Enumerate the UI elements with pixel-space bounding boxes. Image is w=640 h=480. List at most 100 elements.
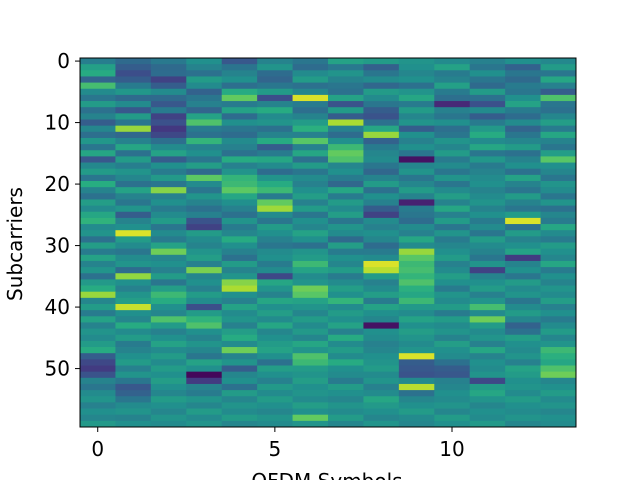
heatmap-cell [115, 285, 152, 293]
heatmap-cell [540, 64, 577, 71]
heatmap-cell [328, 64, 364, 71]
heatmap-cell [505, 76, 541, 83]
heatmap-cell [221, 58, 258, 65]
heatmap-cell [505, 217, 541, 225]
heatmap-cell [505, 82, 541, 90]
heatmap-cell [115, 236, 152, 243]
heatmap-cell [292, 322, 329, 329]
heatmap-cell [328, 217, 364, 225]
heatmap-cell [80, 347, 116, 354]
heatmap-cell [328, 285, 364, 293]
heatmap-cell [505, 156, 541, 163]
heatmap-cell [469, 64, 506, 71]
heatmap-cell [505, 125, 541, 133]
heatmap-cell [505, 402, 541, 409]
heatmap-cell [80, 211, 116, 219]
heatmap-cell [398, 94, 435, 102]
heatmap-cell [363, 113, 400, 120]
heatmap-cell [540, 88, 577, 96]
heatmap-cell [186, 340, 223, 348]
heatmap-cell [221, 144, 258, 151]
heatmap-cell [150, 267, 187, 274]
heatmap-cell [469, 396, 506, 403]
heatmap-cell [257, 199, 293, 206]
heatmap-cell [540, 304, 577, 311]
heatmap-cell [434, 64, 471, 71]
heatmap-cell [434, 414, 471, 422]
heatmap-cell [505, 230, 541, 237]
heatmap-cell [150, 205, 187, 213]
heatmap-cell [292, 64, 329, 71]
heatmap-cell [363, 267, 400, 274]
heatmap-cell [434, 285, 471, 293]
heatmap-cell [434, 353, 471, 360]
heatmap-cell [398, 187, 435, 194]
heatmap-cell [186, 414, 223, 422]
heatmap-cell [469, 217, 506, 225]
heatmap-cell [221, 396, 258, 403]
heatmap-cell [328, 365, 364, 373]
heatmap-cell [257, 285, 293, 293]
heatmap-cell [328, 168, 364, 176]
heatmap-cell [221, 377, 258, 385]
heatmap-cell [434, 371, 471, 379]
y-axis-title: Subcarriers [3, 187, 27, 301]
heatmap-cell [469, 94, 506, 102]
heatmap-cell [257, 187, 293, 194]
heatmap-cell [328, 414, 364, 422]
heatmap-cell [434, 297, 471, 305]
heatmap-cell [80, 359, 116, 366]
heatmap-cell [434, 230, 471, 237]
heatmap-cell [469, 304, 506, 311]
heatmap-cell [80, 334, 116, 342]
heatmap-cell [434, 76, 471, 83]
heatmap-cell [150, 94, 187, 102]
heatmap-cell [80, 88, 116, 96]
heatmap-cell [186, 242, 223, 250]
heatmap-cell [150, 273, 187, 280]
heatmap-cell [328, 181, 364, 188]
heatmap-cell [257, 144, 293, 151]
heatmap-cell [257, 260, 293, 268]
heatmap-cell [257, 371, 293, 379]
heatmap-cell [292, 205, 329, 213]
heatmap-cell [540, 297, 577, 305]
heatmap-cell [469, 291, 506, 299]
x-axis-ticks: 0 5 10 [91, 427, 465, 461]
heatmap-cell [115, 390, 152, 397]
heatmap-cell [80, 94, 116, 102]
heatmap-cell [186, 144, 223, 151]
heatmap-cell [115, 211, 152, 219]
heatmap-cell [505, 297, 541, 305]
heatmap-cell [115, 408, 152, 416]
heatmap-cell [186, 316, 223, 323]
heatmap-cell [257, 107, 293, 114]
heatmap-cell [150, 260, 187, 268]
heatmap-cell [115, 260, 152, 268]
heatmap-cell [150, 383, 187, 391]
heatmap-cell [540, 76, 577, 83]
heatmap-cell [257, 119, 293, 127]
y-tick-label: 30 [45, 234, 70, 258]
heatmap-cell [540, 113, 577, 120]
heatmap-cell [150, 359, 187, 366]
x-tick-label: 10 [439, 437, 464, 461]
heatmap-cell [363, 260, 400, 268]
heatmap-cell [221, 119, 258, 127]
heatmap-cell [150, 297, 187, 305]
heatmap-cell [257, 113, 293, 120]
heatmap-cell [221, 199, 258, 206]
heatmap-cell [363, 371, 400, 379]
heatmap-cell [80, 248, 116, 256]
heatmap-cell [186, 402, 223, 409]
heatmap-cell [398, 125, 435, 133]
heatmap-cell [115, 70, 152, 77]
heatmap-cell [469, 340, 506, 348]
heatmap-cell [540, 408, 577, 416]
heatmap-cell [257, 58, 293, 65]
heatmap-cell [221, 279, 258, 286]
heatmap-cell [115, 150, 152, 157]
heatmap-cell [434, 347, 471, 354]
heatmap-cell [292, 113, 329, 120]
heatmap-cell [257, 174, 293, 182]
